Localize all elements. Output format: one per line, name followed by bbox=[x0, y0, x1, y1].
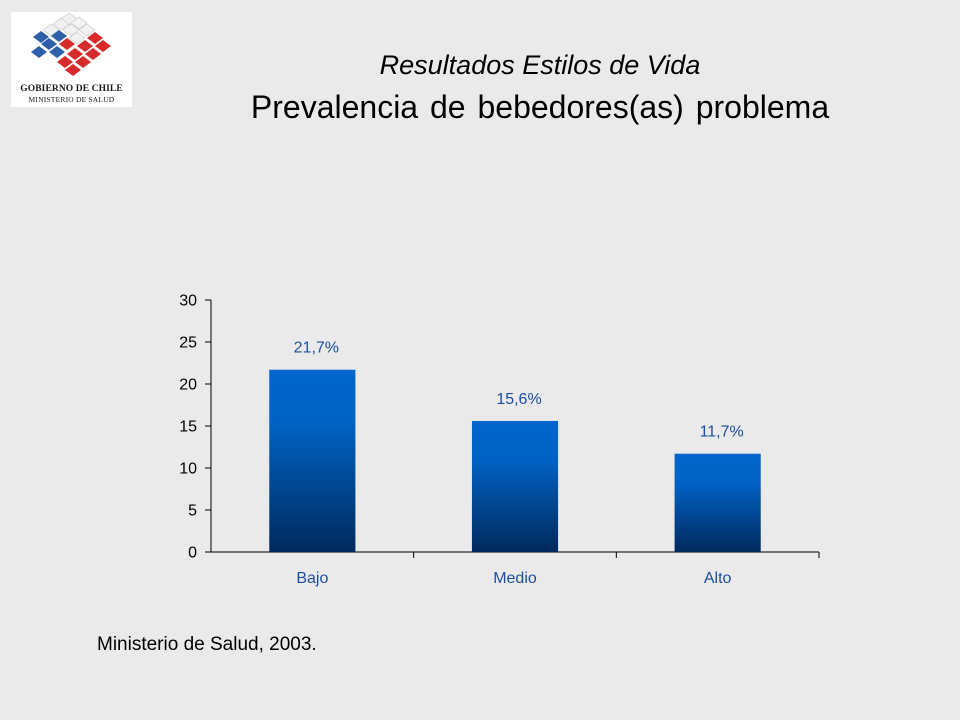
bar-alto bbox=[674, 453, 761, 552]
x-tick-label: Medio bbox=[493, 570, 537, 587]
data-label: 15,6% bbox=[496, 391, 541, 408]
y-tick-label: 25 bbox=[179, 335, 197, 352]
gobierno-de-chile-logo: GOBIERNO DE CHILE MINISTERIO DE SALUD bbox=[11, 12, 132, 107]
logo-diamond-9 bbox=[87, 32, 103, 44]
logo-text-ministerio: MINISTERIO DE SALUD bbox=[28, 95, 115, 104]
bar-bajo bbox=[269, 369, 356, 552]
logo-diamond-6 bbox=[33, 31, 49, 43]
logo-diamond-1 bbox=[70, 16, 88, 30]
logo-diamond-16 bbox=[67, 48, 83, 60]
y-tick-label: 20 bbox=[179, 377, 197, 394]
logo-diamond-4 bbox=[62, 23, 80, 37]
logo-diamond-19 bbox=[75, 56, 91, 68]
logo-diamond-11 bbox=[59, 38, 75, 50]
slide-subtitle: Resultados Estilos de Vida bbox=[379, 50, 701, 80]
y-tick-label: 30 bbox=[179, 293, 197, 310]
logo-diamond-18 bbox=[57, 56, 73, 68]
x-tick-label: Alto bbox=[704, 570, 732, 587]
logo-diamond-8 bbox=[68, 31, 86, 45]
logo-diamond-17 bbox=[85, 48, 101, 60]
logo-diamond-13 bbox=[95, 40, 111, 52]
y-tick-label: 10 bbox=[179, 461, 197, 478]
logo-diamond-20 bbox=[65, 64, 81, 76]
bar-medio bbox=[471, 420, 559, 552]
data-label: 11,7% bbox=[700, 424, 744, 441]
logo-emblem bbox=[31, 12, 111, 76]
logo-diamond-12 bbox=[77, 40, 93, 52]
source-note: Ministerio de Salud, 2003. bbox=[97, 634, 317, 655]
logo-text-gobierno: GOBIERNO DE CHILE bbox=[20, 84, 123, 94]
y-tick-label: 5 bbox=[188, 503, 197, 520]
logo-diamond-2 bbox=[52, 17, 70, 31]
y-tick-label: 0 bbox=[188, 545, 197, 562]
y-tick-label: 15 bbox=[179, 419, 197, 436]
logo-diamond-10 bbox=[41, 38, 57, 50]
x-tick-label: Bajo bbox=[296, 570, 328, 587]
logo-diamond-7 bbox=[51, 30, 67, 42]
logo-diamond-15 bbox=[49, 46, 65, 58]
logo-diamond-5 bbox=[78, 23, 96, 37]
slide-title: Prevalencia de bebedores(as) problema bbox=[250, 89, 830, 125]
logo-diamond-14 bbox=[31, 46, 47, 58]
data-label: 21,7% bbox=[294, 340, 339, 357]
